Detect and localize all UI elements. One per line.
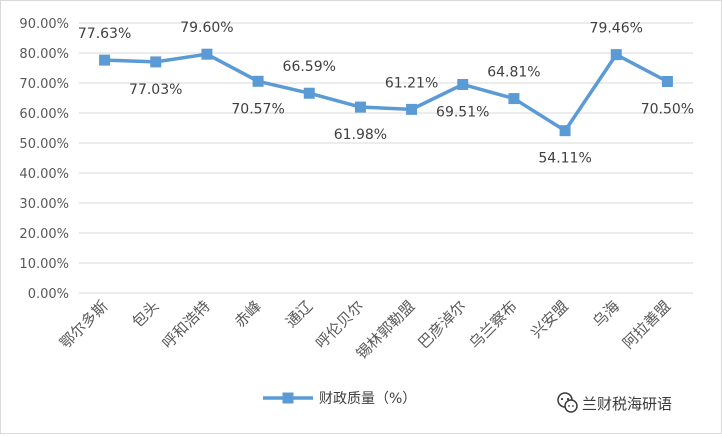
watermark-text: 兰财税海研语 bbox=[582, 395, 672, 413]
data-point-marker bbox=[99, 54, 111, 66]
data-label: 61.21% bbox=[385, 75, 438, 91]
legend-square-marker bbox=[282, 392, 294, 404]
series-line bbox=[104, 52, 669, 133]
gridlines bbox=[79, 22, 693, 264]
y-tick-label: 10.00% bbox=[19, 257, 69, 272]
data-point-marker bbox=[457, 78, 469, 90]
x-category-label: 鄂尔多斯 bbox=[56, 297, 111, 352]
y-tick-label: 0.00% bbox=[28, 287, 69, 302]
x-category-label: 通辽 bbox=[282, 297, 316, 331]
x-category-label: 巴彦淖尔 bbox=[414, 297, 469, 352]
data-point-marker bbox=[252, 75, 264, 87]
data-labels: 77.63% 77.03% 79.60% 70.57% 66.59% 61.98% 61.2… bbox=[78, 20, 694, 166]
data-label: 66.59% bbox=[283, 59, 336, 75]
series-markers bbox=[99, 48, 673, 137]
y-tick-label: 30.00% bbox=[19, 197, 69, 212]
x-category-label: 乌兰察布 bbox=[466, 297, 521, 352]
data-point-marker bbox=[354, 101, 366, 113]
data-label: 70.57% bbox=[231, 101, 284, 117]
data-point-marker bbox=[150, 56, 162, 68]
wechat-icon bbox=[557, 392, 578, 413]
data-point-marker bbox=[559, 125, 571, 137]
y-tick-label: 90.00% bbox=[19, 17, 69, 32]
data-label: 69.51% bbox=[436, 104, 489, 120]
x-category-label: 阿拉善盟 bbox=[619, 297, 674, 352]
data-label: 64.81% bbox=[487, 65, 540, 81]
data-point-marker bbox=[201, 48, 213, 60]
data-point-marker bbox=[508, 93, 520, 105]
y-tick-label: 50.00% bbox=[19, 137, 69, 152]
watermark: 兰财税海研语 bbox=[557, 392, 672, 413]
legend-label: 财政质量（%） bbox=[319, 391, 416, 407]
legend: 财政质量（%） bbox=[263, 391, 416, 407]
data-label: 54.11% bbox=[538, 151, 591, 167]
y-tick-label: 70.00% bbox=[19, 77, 69, 92]
y-tick-label: 60.00% bbox=[19, 107, 69, 122]
data-point-marker bbox=[406, 103, 418, 115]
x-category-label: 包头 bbox=[129, 297, 163, 331]
data-point-marker bbox=[303, 87, 315, 99]
data-label: 61.98% bbox=[334, 127, 387, 143]
x-category-label: 赤峰 bbox=[231, 297, 265, 331]
data-label: 70.50% bbox=[641, 102, 694, 118]
x-category-label: 乌海 bbox=[589, 297, 623, 331]
data-label: 79.60% bbox=[180, 20, 233, 36]
y-axis-ticks: 0.00% 10.00% 20.00% 30.00% 40.00% 50.00% 60.00… bbox=[19, 17, 69, 302]
y-tick-label: 80.00% bbox=[19, 47, 69, 62]
x-category-label: 兴安盟 bbox=[527, 297, 572, 342]
data-point-marker bbox=[610, 49, 622, 61]
x-category-label: 呼和浩特 bbox=[159, 297, 214, 352]
y-tick-label: 40.00% bbox=[19, 167, 69, 182]
data-label: 77.63% bbox=[78, 26, 131, 42]
y-tick-label: 20.00% bbox=[19, 227, 69, 242]
data-label: 79.46% bbox=[590, 21, 643, 37]
data-point-marker bbox=[661, 76, 673, 87]
data-label: 77.03% bbox=[129, 82, 182, 98]
